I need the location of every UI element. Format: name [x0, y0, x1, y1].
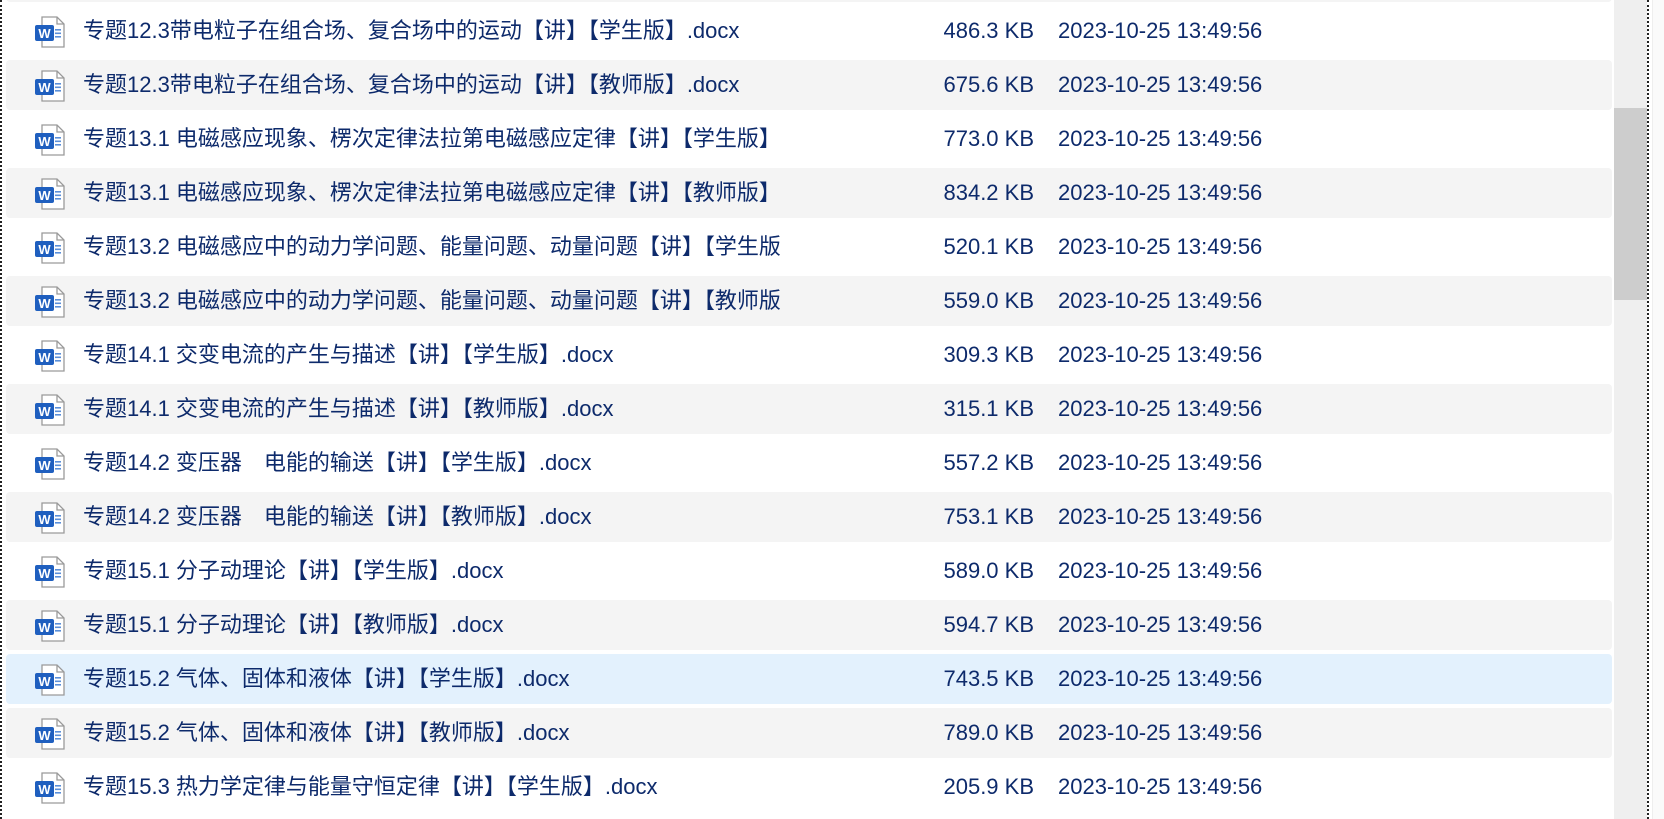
file-date: 2023-10-25 13:49:56 — [1058, 126, 1263, 151]
file-size: 589.0 KB — [943, 558, 1034, 583]
file-size: 834.2 KB — [943, 180, 1034, 205]
file-date: 2023-10-25 13:49:56 — [1058, 396, 1263, 421]
file-name: 专题13.1 电磁感应现象、楞次定律法拉第电磁感应定律【讲】【教师版】 — [83, 180, 781, 205]
file-date: 2023-10-25 13:49:56 — [1058, 666, 1263, 691]
file-date: 2023-10-25 13:49:56 — [1058, 72, 1263, 97]
word-docx-icon: W — [33, 285, 67, 319]
scrollbar-thumb[interactable] — [1614, 108, 1647, 300]
file-name: 专题13.2 电磁感应中的动力学问题、能量问题、动量问题【讲】【学生版 — [83, 234, 781, 259]
file-date: 2023-10-25 13:49:56 — [1058, 558, 1263, 583]
word-docx-icon: W — [33, 717, 67, 751]
svg-text:W: W — [38, 80, 51, 95]
file-size: 520.1 KB — [943, 234, 1034, 259]
file-size: 789.0 KB — [943, 720, 1034, 745]
file-row[interactable]: W 专题14.1 交变电流的产生与描述【讲】【学生版】.docx 309.3 KB 2… — [6, 330, 1612, 380]
file-row[interactable]: W 专题13.1 电磁感应现象、楞次定律法拉第电磁感应定律【讲】【教师版】 834.… — [6, 168, 1612, 218]
file-name: 专题14.1 交变电流的产生与描述【讲】【教师版】.docx — [83, 396, 614, 421]
file-row[interactable]: W 专题14.2 变压器 电能的输送【讲】【教师版】.docx 753.1 KB 20… — [6, 492, 1612, 542]
svg-text:W: W — [38, 26, 51, 41]
file-row[interactable]: W 专题13.1 电磁感应现象、楞次定律法拉第电磁感应定律【讲】【学生版】 773.… — [6, 114, 1612, 164]
file-name: 专题15.1 分子动理论【讲】【教师版】.docx — [83, 612, 504, 637]
file-size: 315.1 KB — [943, 396, 1034, 421]
file-name: 专题12.3带电粒子在组合场、复合场中的运动【讲】【学生版】.docx — [83, 18, 740, 43]
word-docx-icon: W — [33, 771, 67, 805]
file-row[interactable]: W 专题15.1 分子动理论【讲】【教师版】.docx 594.7 KB 2023-1… — [6, 600, 1612, 650]
svg-text:W: W — [38, 242, 51, 257]
file-date: 2023-10-25 13:49:56 — [1058, 234, 1263, 259]
file-row[interactable]: W 专题14.1 交变电流的产生与描述【讲】【教师版】.docx 315.1 KB 2… — [6, 384, 1612, 434]
word-docx-icon: W — [33, 69, 67, 103]
file-date: 2023-10-25 13:49:56 — [1058, 720, 1263, 745]
file-name: 专题15.1 分子动理论【讲】【学生版】.docx — [83, 558, 504, 583]
file-row[interactable]: W 专题15.2 气体、固体和液体【讲】【教师版】.docx 789.0 KB 202… — [6, 708, 1612, 758]
file-name: 专题15.2 气体、固体和液体【讲】【教师版】.docx — [83, 720, 570, 745]
svg-text:W: W — [38, 188, 51, 203]
word-docx-icon: W — [33, 501, 67, 535]
file-size: 675.6 KB — [943, 72, 1034, 97]
file-row[interactable]: W 专题14.2 变压器 电能的输送【讲】【学生版】.docx 557.2 KB 20… — [6, 438, 1612, 488]
file-size: 773.0 KB — [943, 126, 1034, 151]
svg-text:W: W — [38, 566, 51, 581]
word-docx-icon: W — [33, 177, 67, 211]
file-name: 专题13.1 电磁感应现象、楞次定律法拉第电磁感应定律【讲】【学生版】 — [83, 126, 781, 151]
file-size: 557.2 KB — [943, 450, 1034, 475]
word-docx-icon: W — [33, 447, 67, 481]
file-row[interactable]: W 专题13.2 电磁感应中的动力学问题、能量问题、动量问题【讲】【学生版 520.… — [6, 222, 1612, 272]
svg-text:W: W — [38, 458, 51, 473]
file-size: 594.7 KB — [943, 612, 1034, 637]
word-docx-icon: W — [33, 555, 67, 589]
window-edge — [1652, 0, 1664, 819]
word-docx-icon: W — [33, 15, 67, 49]
svg-text:W: W — [38, 404, 51, 419]
word-docx-icon: W — [33, 231, 67, 265]
svg-text:W: W — [38, 782, 51, 797]
word-docx-icon: W — [33, 393, 67, 427]
word-docx-icon: W — [33, 663, 67, 697]
svg-text:W: W — [38, 134, 51, 149]
file-row[interactable]: W 专题15.1 分子动理论【讲】【学生版】.docx 589.0 KB 2023-1… — [6, 546, 1612, 596]
svg-text:W: W — [38, 512, 51, 527]
file-row[interactable]: W 专题15.3 热力学定律与能量守恒定律【讲】【学生版】.docx 205.9 K… — [6, 762, 1612, 812]
file-size: 559.0 KB — [943, 288, 1034, 313]
left-border — [0, 0, 2, 819]
file-name: 专题14.2 变压器 电能的输送【讲】【学生版】.docx — [83, 450, 592, 475]
word-docx-icon: W — [33, 123, 67, 157]
word-docx-icon: W — [33, 609, 67, 643]
file-name: 专题12.3带电粒子在组合场、复合场中的运动【讲】【教师版】.docx — [83, 72, 740, 97]
file-date: 2023-10-25 13:49:56 — [1058, 288, 1263, 313]
file-list: W 专题12.3带电粒子在组合场、复合场中的运动【讲】【学生版】.docx 486.… — [6, 0, 1612, 819]
file-size: 753.1 KB — [943, 504, 1034, 529]
svg-text:W: W — [38, 728, 51, 743]
word-docx-icon: W — [33, 339, 67, 373]
file-name: 专题15.2 气体、固体和液体【讲】【学生版】.docx — [83, 666, 570, 691]
file-name: 专题14.1 交变电流的产生与描述【讲】【学生版】.docx — [83, 342, 614, 367]
file-size: 486.3 KB — [943, 18, 1034, 43]
file-row[interactable]: W 专题15.2 气体、固体和液体【讲】【学生版】.docx 743.5 KB 202… — [6, 654, 1612, 704]
file-date: 2023-10-25 13:49:56 — [1058, 504, 1263, 529]
partial-row[interactable] — [6, 0, 1612, 2]
file-row[interactable]: W 专题12.3带电粒子在组合场、复合场中的运动【讲】【教师版】.docx 675.… — [6, 60, 1612, 110]
file-date: 2023-10-25 13:49:56 — [1058, 612, 1263, 637]
file-size: 309.3 KB — [943, 342, 1034, 367]
right-border — [1647, 0, 1649, 819]
file-row[interactable]: W 专题13.2 电磁感应中的动力学问题、能量问题、动量问题【讲】【教师版 559.… — [6, 276, 1612, 326]
file-date: 2023-10-25 13:49:56 — [1058, 450, 1263, 475]
file-name: 专题13.2 电磁感应中的动力学问题、能量问题、动量问题【讲】【教师版 — [83, 288, 781, 313]
file-size: 743.5 KB — [943, 666, 1034, 691]
svg-text:W: W — [38, 620, 51, 635]
file-name: 专题14.2 变压器 电能的输送【讲】【教师版】.docx — [83, 504, 592, 529]
svg-text:W: W — [38, 296, 51, 311]
file-name: 专题15.3 热力学定律与能量守恒定律【讲】【学生版】.docx — [83, 774, 658, 799]
file-date: 2023-10-25 13:49:56 — [1058, 18, 1263, 43]
file-date: 2023-10-25 13:49:56 — [1058, 180, 1263, 205]
file-size: 205.9 KB — [943, 774, 1034, 799]
file-row[interactable]: W 专题12.3带电粒子在组合场、复合场中的运动【讲】【学生版】.docx 486.… — [6, 6, 1612, 56]
file-date: 2023-10-25 13:49:56 — [1058, 342, 1263, 367]
svg-text:W: W — [38, 674, 51, 689]
file-date: 2023-10-25 13:49:56 — [1058, 774, 1263, 799]
svg-text:W: W — [38, 350, 51, 365]
